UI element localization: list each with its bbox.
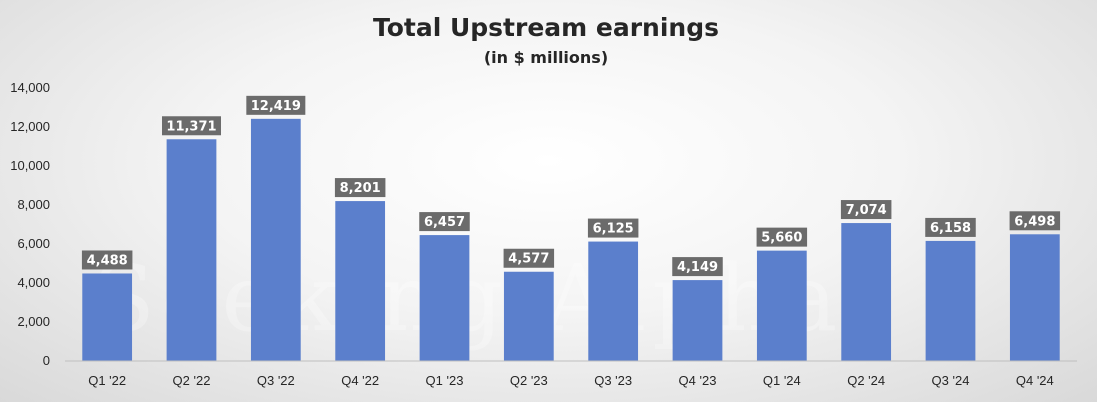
bar <box>672 280 723 361</box>
bar <box>1009 234 1060 361</box>
bar <box>166 139 217 361</box>
y-tick-label: 10,000 <box>10 158 50 173</box>
data-label: 6,457 <box>424 215 465 230</box>
data-label-box <box>503 248 555 268</box>
y-tick-label: 0 <box>43 353 50 368</box>
data-label: 4,149 <box>677 260 718 275</box>
x-tick-label: Q4 '23 <box>679 373 717 388</box>
data-label: 4,577 <box>508 252 549 267</box>
data-label-box <box>81 250 133 270</box>
y-tick-label: 14,000 <box>10 80 50 95</box>
data-label-box <box>1009 211 1061 231</box>
bar <box>756 250 807 361</box>
data-label: 6,498 <box>1014 214 1055 229</box>
data-label: 5,660 <box>761 231 802 246</box>
bar <box>419 235 470 361</box>
bar <box>250 118 301 361</box>
x-tick-label: Q1 '24 <box>763 373 801 388</box>
x-tick-label: Q1 '22 <box>88 373 126 388</box>
chart-subtitle: (in $ millions) <box>484 48 608 67</box>
x-tick-label: Q4 '22 <box>341 373 379 388</box>
data-label: 12,419 <box>251 99 301 114</box>
data-label-box <box>246 95 306 115</box>
x-axis: Q1 '22 Q2 '22 Q3 '22 Q4 '22 Q1 '23 Q2 '23 Q3 '… <box>65 360 1077 388</box>
data-label: 7,074 <box>846 203 887 218</box>
y-tick-label: 6,000 <box>17 236 50 251</box>
x-tick-label: Q2 '22 <box>173 373 211 388</box>
x-tick-label: Q2 '24 <box>847 373 885 388</box>
data-label-box <box>587 218 639 238</box>
bar <box>588 241 639 361</box>
data-label-box <box>925 217 976 237</box>
x-tick-label: Q4 '24 <box>1016 373 1054 388</box>
x-tick-label: Q3 '23 <box>594 373 632 388</box>
x-tick-label: Q3 '22 <box>257 373 295 388</box>
x-tick-label: Q1 '23 <box>426 373 464 388</box>
x-tick-label: Q2 '23 <box>510 373 548 388</box>
bar <box>841 223 892 361</box>
bar <box>82 273 133 361</box>
data-label-box <box>672 257 723 277</box>
data-label: 8,201 <box>340 181 381 196</box>
data-label-box <box>162 116 221 136</box>
data-label: 11,371 <box>166 119 216 134</box>
y-tick-label: 2,000 <box>17 314 50 329</box>
bar <box>925 240 976 361</box>
bar <box>503 271 554 361</box>
bars-group: 4,488 11,371 12,419 8,201 6,457 4,577 6,125 4,1… <box>81 95 1061 361</box>
y-axis: 0 2,000 4,000 6,000 8,000 10,000 12,000 14,000 <box>10 80 50 368</box>
data-label-box <box>419 212 470 232</box>
data-label-box <box>840 200 892 220</box>
data-label-box <box>756 227 808 247</box>
chart-title: Total Upstream earnings <box>373 13 719 42</box>
data-label: 6,158 <box>930 221 971 236</box>
y-tick-label: 12,000 <box>10 119 50 134</box>
x-tick-label: Q3 '24 <box>932 373 970 388</box>
data-label: 6,125 <box>593 222 634 237</box>
y-tick-label: 8,000 <box>17 197 50 212</box>
data-label-box <box>334 178 386 198</box>
data-label: 4,488 <box>87 253 128 268</box>
y-tick-label: 4,000 <box>17 275 50 290</box>
bar <box>335 201 386 361</box>
